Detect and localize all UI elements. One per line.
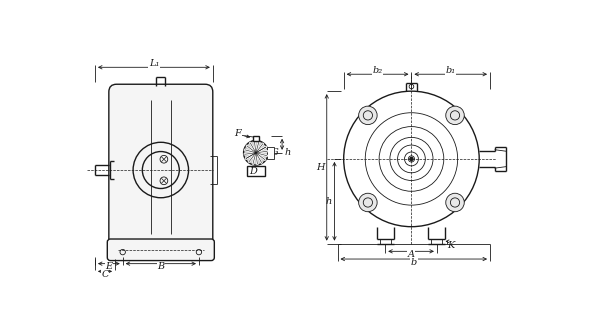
Bar xyxy=(268,146,274,159)
Circle shape xyxy=(359,193,377,212)
Text: K: K xyxy=(448,241,455,250)
Text: E: E xyxy=(105,262,112,271)
Text: h: h xyxy=(326,197,332,206)
Text: G: G xyxy=(271,148,278,157)
Circle shape xyxy=(410,157,413,160)
Circle shape xyxy=(446,106,464,125)
FancyBboxPatch shape xyxy=(107,239,214,261)
Text: A: A xyxy=(407,250,415,259)
Text: b₁: b₁ xyxy=(446,66,456,75)
Bar xyxy=(247,166,265,176)
Text: H: H xyxy=(316,163,325,172)
FancyBboxPatch shape xyxy=(109,84,213,250)
Text: D: D xyxy=(249,167,257,176)
Text: F: F xyxy=(234,129,241,138)
Circle shape xyxy=(446,193,464,212)
Text: h: h xyxy=(284,148,290,158)
Circle shape xyxy=(359,106,377,125)
Text: B: B xyxy=(157,262,164,271)
Text: C: C xyxy=(101,270,109,279)
Text: b₂: b₂ xyxy=(373,66,383,75)
Circle shape xyxy=(244,140,268,165)
Text: b: b xyxy=(410,258,417,267)
Text: L₁: L₁ xyxy=(149,59,159,68)
Bar xyxy=(253,136,259,141)
